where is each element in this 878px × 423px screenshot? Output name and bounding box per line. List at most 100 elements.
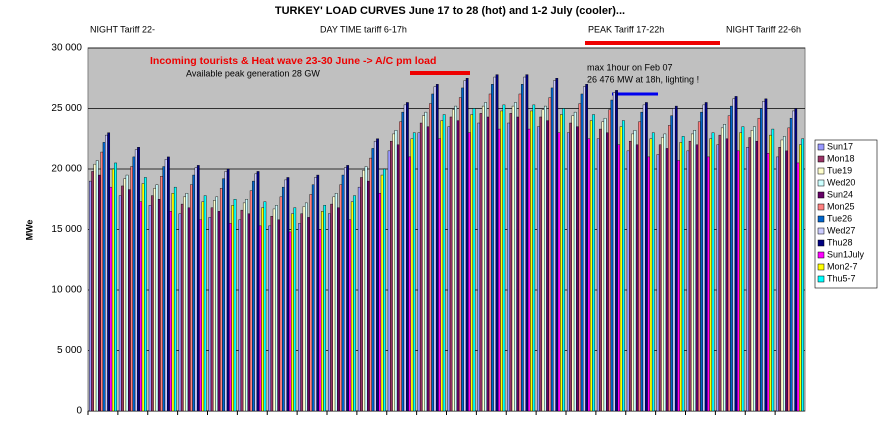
bar (275, 205, 278, 412)
bar (387, 150, 391, 412)
bar (91, 171, 94, 412)
bar (300, 213, 304, 412)
bar (766, 153, 770, 412)
bar (307, 217, 310, 412)
bar (203, 195, 207, 412)
bar (256, 171, 260, 412)
bar (539, 116, 543, 412)
bar (734, 96, 738, 412)
bar (426, 126, 430, 412)
bar (546, 120, 549, 412)
bar (562, 108, 566, 412)
bar (509, 113, 513, 412)
annotation: PEAK Tariff 17-22h (588, 24, 664, 34)
bar (801, 138, 805, 412)
bar (403, 104, 407, 412)
bar (670, 115, 674, 412)
bar (769, 134, 772, 412)
bar (376, 138, 379, 412)
bar (286, 177, 290, 412)
bar (217, 211, 221, 412)
annotation: Available peak generation 28 GW (186, 68, 320, 78)
bar (288, 231, 292, 412)
bar (514, 102, 517, 412)
bar (695, 144, 699, 412)
bar (785, 150, 788, 412)
bar (755, 140, 759, 412)
bar (199, 219, 202, 412)
legend-label: Sun1July (827, 249, 865, 259)
bar (429, 103, 432, 412)
bar (787, 127, 791, 412)
bar (523, 76, 526, 412)
bar (730, 105, 733, 412)
bar (114, 162, 117, 412)
bar (486, 116, 490, 412)
bar (674, 105, 678, 412)
bar (500, 110, 503, 412)
bar (631, 133, 635, 412)
bar (240, 209, 244, 412)
bar (525, 74, 529, 412)
bar (318, 229, 322, 412)
bar (725, 138, 729, 412)
bar (392, 133, 396, 412)
bar (477, 122, 481, 412)
bar (210, 207, 214, 412)
bar (196, 165, 200, 412)
annotation: DAY TIME tariff 6-17h (320, 24, 407, 34)
bar (571, 115, 575, 412)
bar (649, 138, 653, 412)
bar (167, 156, 170, 412)
bar (656, 154, 660, 412)
bar (213, 200, 216, 412)
bar (440, 120, 444, 412)
bar (753, 126, 756, 412)
bar (171, 192, 175, 412)
bar (693, 130, 697, 412)
bar (422, 115, 425, 412)
bar (157, 199, 161, 412)
bar (799, 144, 802, 412)
y-axis-label: MWe (24, 220, 34, 241)
bar (746, 147, 749, 412)
bar (270, 215, 274, 412)
y-tick-label: 10 000 (51, 285, 82, 296)
bar (153, 188, 157, 412)
legend-label: Tue19 (827, 165, 852, 175)
bar (125, 174, 129, 412)
bar (378, 192, 382, 412)
bar (686, 150, 690, 412)
bar (573, 111, 577, 412)
bar (314, 177, 317, 412)
bar (716, 144, 720, 412)
bar (640, 111, 644, 412)
legend-swatch (817, 167, 825, 175)
bar (373, 140, 377, 412)
bar (334, 192, 338, 412)
annotation: NIGHT Tariff 22- (90, 24, 155, 34)
bar (263, 201, 267, 412)
bar (141, 183, 145, 412)
bar (231, 205, 235, 412)
bar (727, 115, 731, 412)
bar (268, 225, 271, 412)
bar (187, 207, 191, 412)
legend-swatch (817, 251, 825, 259)
bar (679, 142, 683, 412)
bar (144, 177, 147, 412)
legend-swatch (817, 263, 825, 271)
bar (566, 132, 570, 412)
bar (537, 126, 540, 412)
bar (330, 203, 333, 412)
bar (518, 93, 522, 412)
bar (435, 84, 439, 412)
bar (160, 176, 163, 412)
y-tick-label: 20 000 (51, 164, 82, 175)
bar (493, 76, 497, 412)
bar (151, 195, 154, 412)
bar (93, 163, 97, 412)
legend-swatch (817, 239, 825, 247)
bar (757, 117, 761, 412)
bar (272, 208, 276, 412)
